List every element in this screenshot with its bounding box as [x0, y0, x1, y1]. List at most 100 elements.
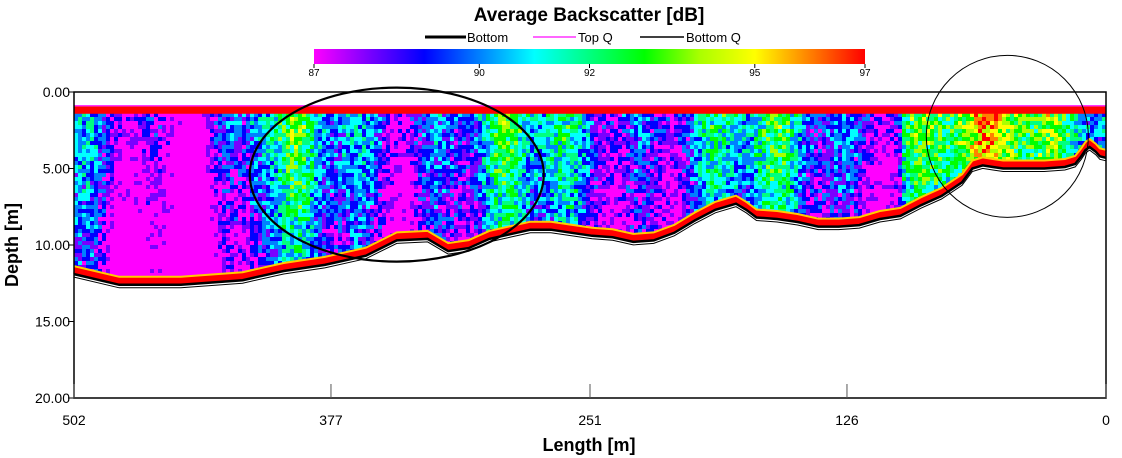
- heatmap-cell: [362, 197, 366, 201]
- heatmap-cell: [170, 233, 174, 237]
- heatmap-cell: [262, 117, 266, 121]
- heatmap-cell: [302, 209, 306, 213]
- heatmap-cell: [358, 205, 362, 209]
- heatmap-cell: [298, 181, 302, 185]
- heatmap-cell: [230, 121, 234, 125]
- heatmap-cell: [246, 137, 250, 141]
- heatmap-cell: [306, 205, 310, 209]
- heatmap-cell: [110, 249, 114, 253]
- heatmap-cell: [430, 177, 434, 181]
- heatmap-cell: [374, 169, 378, 173]
- heatmap-cell: [462, 153, 466, 157]
- heatmap-cell: [94, 213, 98, 217]
- heatmap-cell: [102, 205, 106, 209]
- heatmap-cell: [306, 237, 310, 241]
- heatmap-cell: [154, 237, 158, 241]
- heatmap-cell: [74, 133, 78, 137]
- heatmap-cell: [74, 197, 78, 201]
- heatmap-cell: [146, 269, 150, 273]
- heatmap-cell: [190, 133, 194, 137]
- heatmap-cell: [450, 141, 454, 145]
- heatmap-cell: [294, 113, 298, 117]
- heatmap-cell: [82, 245, 86, 249]
- heatmap-cell: [90, 205, 94, 209]
- heatmap-cell: [382, 229, 386, 233]
- heatmap-cell: [466, 181, 470, 185]
- heatmap-cell: [438, 217, 442, 221]
- heatmap-cell: [426, 189, 430, 193]
- heatmap-cell: [102, 117, 106, 121]
- heatmap-cell: [114, 165, 118, 169]
- heatmap-cell: [434, 201, 438, 205]
- heatmap-cell: [306, 177, 310, 181]
- heatmap-cell: [286, 233, 290, 237]
- heatmap-cell: [294, 213, 298, 217]
- heatmap-cell: [370, 161, 374, 165]
- heatmap-cell: [298, 141, 302, 145]
- heatmap-cell: [358, 125, 362, 129]
- heatmap-cell: [330, 229, 334, 233]
- heatmap-cell: [434, 137, 438, 141]
- heatmap-cell: [434, 209, 438, 213]
- heatmap-cell: [274, 213, 278, 217]
- heatmap-cell: [182, 117, 186, 121]
- heatmap-cell: [186, 121, 190, 125]
- heatmap-cell: [282, 137, 286, 141]
- heatmap-cell: [274, 249, 278, 253]
- heatmap-cell: [86, 249, 90, 253]
- heatmap-cell: [402, 133, 406, 137]
- heatmap-cell: [270, 141, 274, 145]
- heatmap-cell: [362, 229, 366, 233]
- heatmap-cell: [94, 241, 98, 245]
- heatmap-cell: [154, 153, 158, 157]
- heatmap-cell: [458, 113, 462, 117]
- heatmap-cell: [202, 153, 206, 157]
- heatmap-cell: [358, 129, 362, 133]
- heatmap-cell: [74, 233, 78, 237]
- heatmap-cell: [466, 149, 470, 153]
- heatmap-cell: [290, 209, 294, 213]
- heatmap-cell: [426, 169, 430, 173]
- heatmap-cell: [218, 221, 222, 225]
- heatmap-cell: [314, 129, 318, 133]
- heatmap-cell: [378, 157, 382, 161]
- heatmap-cell: [218, 225, 222, 229]
- heatmap-cell: [330, 145, 334, 149]
- heatmap-cell: [442, 149, 446, 153]
- heatmap-cell: [262, 205, 266, 209]
- heatmap-cell: [162, 229, 166, 233]
- heatmap-cell: [174, 209, 178, 213]
- heatmap-cell: [374, 237, 378, 241]
- heatmap-cell: [270, 181, 274, 185]
- heatmap-cell: [314, 177, 318, 181]
- heatmap-cell: [154, 165, 158, 169]
- heatmap-cell: [262, 157, 266, 161]
- heatmap-cell: [358, 145, 362, 149]
- heatmap-cell: [158, 149, 162, 153]
- heatmap-cell: [190, 177, 194, 181]
- heatmap-cell: [370, 225, 374, 229]
- heatmap-cell: [130, 213, 134, 217]
- heatmap-cell: [158, 261, 162, 265]
- heatmap-cell: [242, 173, 246, 177]
- heatmap-cell: [470, 181, 474, 185]
- heatmap-cell: [474, 153, 478, 157]
- heatmap-cell: [402, 229, 406, 233]
- heatmap-cell: [98, 165, 102, 169]
- heatmap-cell: [330, 237, 334, 241]
- heatmap-cell: [450, 229, 454, 233]
- heatmap-cell: [266, 165, 270, 169]
- heatmap-cell: [106, 245, 110, 249]
- heatmap-cell: [126, 233, 130, 237]
- heatmap-cell: [154, 217, 158, 221]
- heatmap-cell: [102, 229, 106, 233]
- heatmap-cell: [394, 205, 398, 209]
- heatmap-cell: [146, 273, 150, 277]
- heatmap-cell: [150, 189, 154, 193]
- heatmap-cell: [462, 145, 466, 149]
- heatmap-cell: [458, 189, 462, 193]
- heatmap-cell: [230, 205, 234, 209]
- heatmap-cell: [94, 221, 98, 225]
- heatmap-cell: [282, 149, 286, 153]
- heatmap-cell: [282, 213, 286, 217]
